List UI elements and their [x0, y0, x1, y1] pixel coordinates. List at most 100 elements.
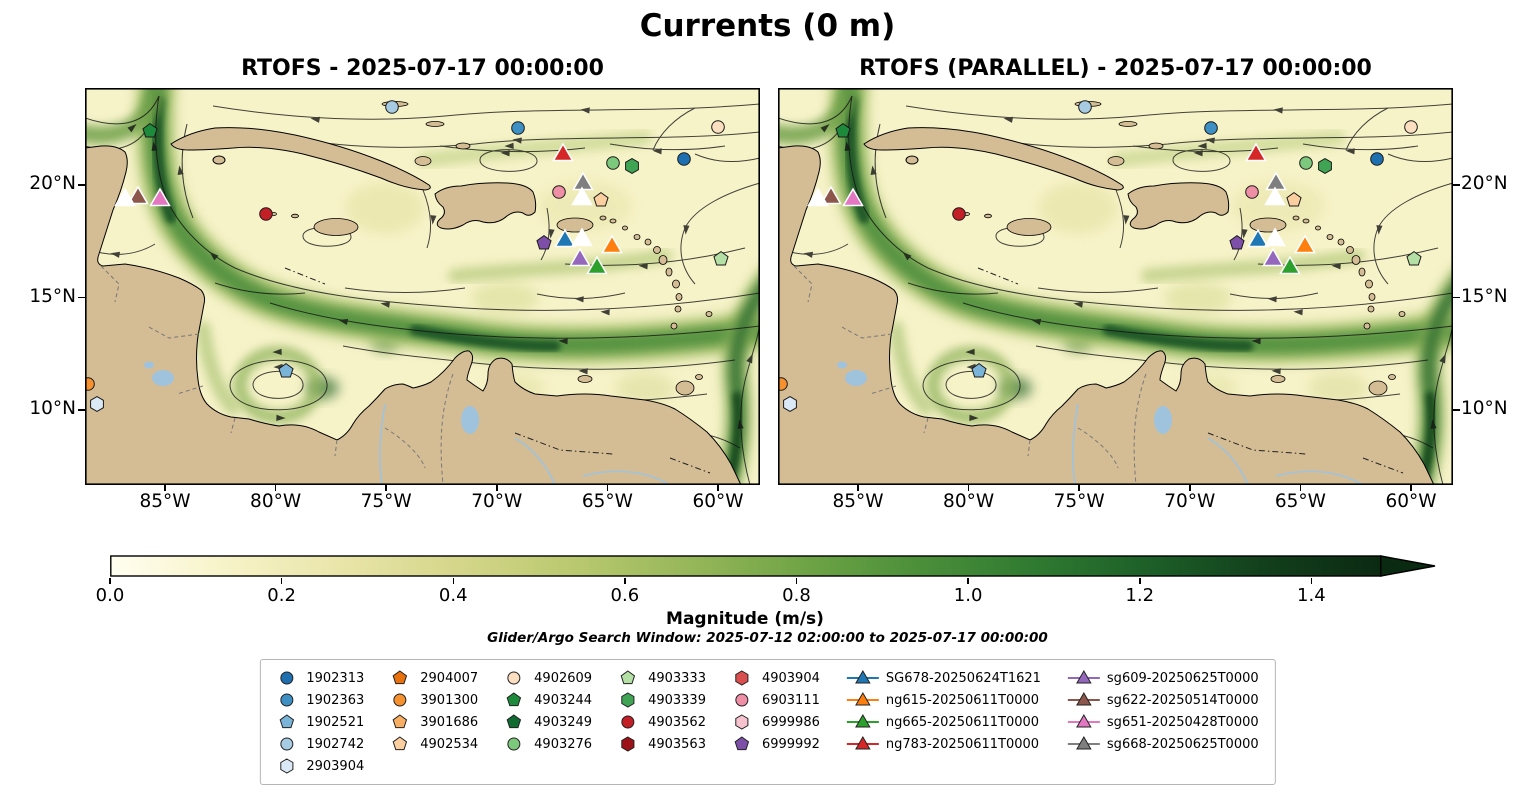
legend-item-4903562: 4903562: [618, 712, 706, 732]
legend-item-1902742: 1902742: [276, 734, 364, 754]
legend-item-label: ng665-20250611T0000: [885, 714, 1040, 730]
map-marker-4903244: [142, 122, 158, 138]
map-marker-1902313: [677, 152, 691, 166]
argo-circle-icon: [393, 693, 407, 707]
colorbar-label: Magnitude (m/s): [666, 609, 824, 629]
map-marker-2903904: [783, 396, 797, 412]
map-marker-SG678: [554, 228, 576, 248]
legend-item-4903244: 4903244: [504, 690, 592, 710]
argo-pentagon-icon: [393, 670, 408, 685]
legend-item-label: SG678-20250624T1621: [885, 670, 1041, 686]
legend-item-label: 4903562: [648, 714, 706, 730]
legend-column-3: 4902609 4903244 4903249 4903276: [504, 668, 592, 754]
y-tick-mark: [1453, 184, 1460, 186]
argo-circle-icon: [279, 737, 293, 751]
legend: 1902313 1902363 1902521 1902742 2903904 29040…: [259, 659, 1276, 785]
map-marker-4903333: [713, 250, 729, 266]
legend-item-label: 4902534: [420, 736, 479, 752]
x-tick-label: 60°W: [692, 491, 744, 512]
map-marker-ng665: [1279, 255, 1301, 275]
map-marker-white-3: [571, 227, 593, 247]
legend-item-label: sg651-20250428T0000: [1106, 714, 1259, 730]
y-tick-label: 20°N: [1461, 173, 1508, 194]
legend-item-3901686: 3901686: [390, 712, 478, 732]
legend-item-SG678-20250624T1621: SG678-20250624T1621: [846, 668, 1041, 688]
legend-item-label: 6999986: [761, 714, 820, 730]
map-marker-3901300: [85, 377, 95, 391]
glider-triangle-icon: [846, 714, 879, 728]
colorbar-tick-mark: [280, 578, 283, 584]
glider-triangle-icon: [1067, 670, 1100, 684]
colorbar-tick-mark: [967, 578, 969, 584]
map-marker-6903111: [552, 185, 566, 199]
colorbar-tick-label: 0.8: [782, 585, 811, 606]
argo-hexagon-icon: [735, 714, 749, 730]
map-marker-4903339: [1318, 158, 1332, 174]
map-marker-white-2: [114, 187, 136, 207]
x-tick-label: 60°W: [1385, 491, 1437, 512]
legend-column-6: SG678-20250624T1621 ng615-20250611T0000 ng…: [846, 668, 1041, 754]
map-marker-white-2: [807, 187, 829, 207]
colorbar: [110, 553, 1440, 581]
colorbar-tick-label: 0.4: [438, 585, 468, 606]
glider-triangle-icon: [846, 670, 879, 684]
colorbar-tick-label: 1.0: [953, 585, 983, 606]
legend-item-label: sg622-20250514T0000: [1106, 692, 1259, 708]
glider-triangle-icon: [846, 692, 879, 706]
map-marker-1902363: [511, 121, 525, 135]
map-marker-1902521: [278, 362, 294, 378]
map-marker-6999992: [536, 234, 552, 250]
legend-column-1: 1902313 1902363 1902521 1902742 2903904: [276, 668, 364, 776]
glider-triangle-icon: [1067, 736, 1100, 750]
x-tick-label: 65°W: [1274, 491, 1326, 512]
legend-item-label: 4903904: [761, 670, 820, 686]
legend-item-4903333: 4903333: [618, 668, 706, 688]
x-tick-label: 80°W: [943, 491, 995, 512]
legend-item-label: 4902609: [534, 670, 593, 686]
y-tick-mark: [1453, 409, 1460, 411]
argo-pentagon-icon: [506, 692, 522, 707]
argo-circle-icon: [735, 693, 749, 707]
argo-circle-icon: [279, 693, 293, 707]
legend-item-label: 1902363: [306, 692, 365, 708]
argo-pentagon-icon: [393, 714, 408, 729]
legend-item-label: 4903339: [648, 692, 706, 708]
y-tick-label: 15°N: [29, 285, 76, 307]
colorbar-tick-mark: [624, 578, 626, 584]
legend-item-sg668-20250625T0000: sg668-20250625T0000: [1067, 734, 1259, 754]
legend-item-label: sg668-20250625T0000: [1106, 736, 1259, 752]
map-marker-4902534: [593, 191, 609, 207]
legend-item-4903339: 4903339: [618, 690, 706, 710]
map-marker-4902609: [1404, 120, 1418, 134]
x-tick-mark: [967, 485, 970, 491]
argo-circle-icon: [507, 671, 521, 685]
map-panel-rtofs: [85, 88, 760, 485]
map-marker-4903562: [952, 207, 966, 221]
colorbar-tick-label: 0.0: [95, 585, 125, 606]
map-marker-1902363: [1204, 121, 1218, 135]
legend-item-4903249: 4903249: [504, 712, 592, 732]
map-marker-sg609: [569, 247, 591, 267]
x-tick-label: 85°W: [139, 491, 191, 512]
map-marker-4903244: [835, 122, 851, 138]
legend-item-label: 4903276: [534, 736, 593, 752]
map-marker-sg622: [127, 185, 149, 205]
colorbar-tick-label: 0.6: [610, 585, 640, 606]
map-marker-white-1: [1264, 186, 1286, 206]
map-marker-ng615: [601, 234, 623, 254]
x-tick-mark: [1189, 485, 1191, 491]
colorbar-tick-label: 0.2: [267, 585, 296, 606]
map-marker-ng665: [586, 255, 608, 275]
y-tick-mark: [1453, 296, 1460, 299]
map-marker-4903333: [1406, 250, 1422, 266]
legend-item-2903904: 2903904: [276, 756, 364, 776]
colorbar-tick-mark: [1139, 578, 1141, 584]
x-tick-label: 65°W: [581, 491, 633, 512]
legend-item-label: 4903249: [534, 714, 593, 730]
map-marker-SG678: [1247, 228, 1269, 248]
map-marker-ng615: [1294, 234, 1316, 254]
map-marker-4903562: [259, 207, 273, 221]
x-tick-mark: [496, 485, 498, 491]
legend-item-4903904: 4903904: [732, 668, 820, 688]
x-tick-label: 70°W: [471, 491, 523, 512]
